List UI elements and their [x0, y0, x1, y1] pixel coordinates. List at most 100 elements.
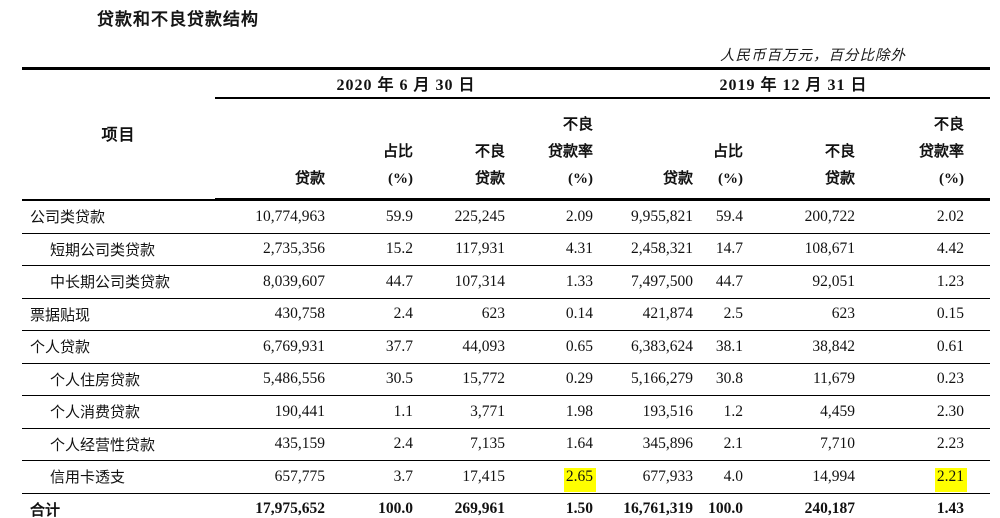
value-cell: 0.61: [859, 330, 991, 364]
table-row: 个人住房贷款 5,486,556 30.5 15,772 0.29 5,166,279 30…: [22, 363, 991, 396]
value-cell: 38.1: [697, 330, 748, 364]
value-cell: 3,771: [417, 395, 509, 429]
table-row: 中长期公司类贷款 8,039,607 44.7 107,314 1.33 7,497,50…: [22, 265, 991, 299]
value-cell: 15,772: [417, 363, 509, 396]
highlighted-value: 2.65: [563, 467, 597, 492]
value-cell: 15.2: [329, 233, 417, 266]
value-cell: 9,955,821: [597, 199, 698, 234]
row-label: 中长期公司类贷款: [22, 265, 215, 299]
value-cell: 2.4: [329, 428, 417, 461]
value-cell: 0.65: [509, 330, 598, 364]
value-cell: 44,093: [417, 330, 509, 364]
value-cell: 4.0: [697, 460, 748, 494]
value-cell: 5,166,279: [597, 363, 698, 396]
value-cell: 6,769,931: [215, 330, 329, 364]
value-cell: 2.5: [697, 298, 748, 331]
column-header-loans-2019: 贷款: [597, 98, 698, 201]
value-cell: 435,159: [215, 428, 329, 461]
value-cell: 2,735,356: [215, 233, 329, 266]
item-column-header: 项目: [22, 68, 215, 201]
value-cell: 30.8: [697, 363, 748, 396]
value-cell: 0.15: [859, 298, 991, 331]
value-cell: 240,187: [747, 493, 860, 518]
value-cell: 14,994: [747, 460, 860, 494]
value-cell: 2.65: [509, 460, 598, 494]
value-cell: 1.33: [509, 265, 598, 299]
value-cell: 3.7: [329, 460, 417, 494]
value-cell: 2.02: [859, 199, 991, 234]
value-cell: 2.30: [859, 395, 991, 429]
value-cell: 1.50: [509, 493, 598, 518]
value-cell: 623: [747, 298, 860, 331]
value-cell: 1.1: [329, 395, 417, 429]
value-cell: 17,415: [417, 460, 509, 494]
column-header-share-2019: 占比 (%): [697, 98, 748, 201]
value-cell: 677,933: [597, 460, 698, 494]
value-cell: 37.7: [329, 330, 417, 364]
row-label: 合计: [22, 493, 215, 518]
value-cell: 16,761,319: [597, 493, 698, 518]
row-label: 信用卡透支: [22, 460, 215, 494]
table-row: 票据贴现 430,758 2.4 623 0.14 421,874 2.5 623 0.15: [22, 298, 991, 331]
row-label: 公司类贷款: [22, 199, 215, 234]
value-cell: 1.23: [859, 265, 991, 299]
value-cell: 8,039,607: [215, 265, 329, 299]
row-label: 短期公司类贷款: [22, 233, 215, 266]
value-cell: 4.42: [859, 233, 991, 266]
value-cell: 269,961: [417, 493, 509, 518]
period-header-row: 项目 2020 年 6 月 30 日 2019 年 12 月 31 日: [22, 68, 991, 201]
value-cell: 4,459: [747, 395, 860, 429]
row-label: 个人消费贷款: [22, 395, 215, 429]
value-cell: 108,671: [747, 233, 860, 266]
value-cell: 44.7: [329, 265, 417, 299]
table-row: 个人消费贷款 190,441 1.1 3,771 1.98 193,516 1.2 4,459…: [22, 395, 991, 429]
section-title: 贷款和不良贷款结构: [97, 10, 259, 29]
value-cell: 623: [417, 298, 509, 331]
unit-note: 人民币百万元，百分比除外: [720, 48, 906, 64]
value-cell: 421,874: [597, 298, 698, 331]
value-cell: 200,722: [747, 199, 860, 234]
row-label: 个人住房贷款: [22, 363, 215, 396]
row-label: 票据贴现: [22, 298, 215, 331]
value-cell: 1.2: [697, 395, 748, 429]
value-cell: 14.7: [697, 233, 748, 266]
value-cell: 11,679: [747, 363, 860, 396]
table-row: 短期公司类贷款 2,735,356 15.2 117,931 4.31 2,458,321…: [22, 233, 991, 266]
value-cell: 0.29: [509, 363, 598, 396]
period-header-2020: 2020 年 6 月 30 日: [215, 68, 598, 99]
value-cell: 2.1: [697, 428, 748, 461]
value-cell: 1.43: [859, 493, 991, 518]
value-cell: 59.4: [697, 199, 748, 234]
table-row: 个人贷款 6,769,931 37.7 44,093 0.65 6,383,624 38.1…: [22, 330, 991, 364]
table-header: 项目 2020 年 6 月 30 日 2019 年 12 月 31 日 贷款 占…: [22, 68, 991, 201]
value-cell: 92,051: [747, 265, 860, 299]
value-cell: 657,775: [215, 460, 329, 494]
row-label: 个人经营性贷款: [22, 428, 215, 461]
value-cell: 345,896: [597, 428, 698, 461]
table-row: 公司类贷款 10,774,963 59.9 225,245 2.09 9,955,821 5…: [22, 199, 991, 234]
value-cell: 2,458,321: [597, 233, 698, 266]
value-cell: 100.0: [329, 493, 417, 518]
table-row: 合计 17,975,652 100.0 269,961 1.50 16,761,319 10…: [22, 493, 991, 518]
value-cell: 6,383,624: [597, 330, 698, 364]
value-cell: 2.23: [859, 428, 991, 461]
table-row: 个人经营性贷款 435,159 2.4 7,135 1.64 345,896 2.1 7,71…: [22, 428, 991, 461]
column-header-npl-ratio-2020: 不良 贷款率 (%): [509, 98, 598, 201]
value-cell: 0.23: [859, 363, 991, 396]
column-header-loans-2020: 贷款: [215, 98, 329, 201]
value-cell: 100.0: [697, 493, 748, 518]
value-cell: 7,135: [417, 428, 509, 461]
value-cell: 193,516: [597, 395, 698, 429]
row-label: 个人贷款: [22, 330, 215, 364]
column-header-npl-ratio-2019: 不良 贷款率 (%): [859, 98, 991, 201]
value-cell: 1.98: [509, 395, 598, 429]
table-row: 信用卡透支 657,775 3.7 17,415 2.65 677,933 4.0 14,99…: [22, 460, 991, 494]
value-cell: 190,441: [215, 395, 329, 429]
table-body: 公司类贷款 10,774,963 59.9 225,245 2.09 9,955,821 5…: [22, 199, 991, 518]
column-header-row: 贷款 占比 (%) 不良 贷款 不良 贷款率 (%) 贷款 占比 (%) 不良 贷款 不良贷…: [22, 98, 991, 201]
highlighted-value: 2.21: [934, 467, 968, 492]
value-cell: 4.31: [509, 233, 598, 266]
value-cell: 117,931: [417, 233, 509, 266]
value-cell: 7,710: [747, 428, 860, 461]
value-cell: 10,774,963: [215, 199, 329, 234]
